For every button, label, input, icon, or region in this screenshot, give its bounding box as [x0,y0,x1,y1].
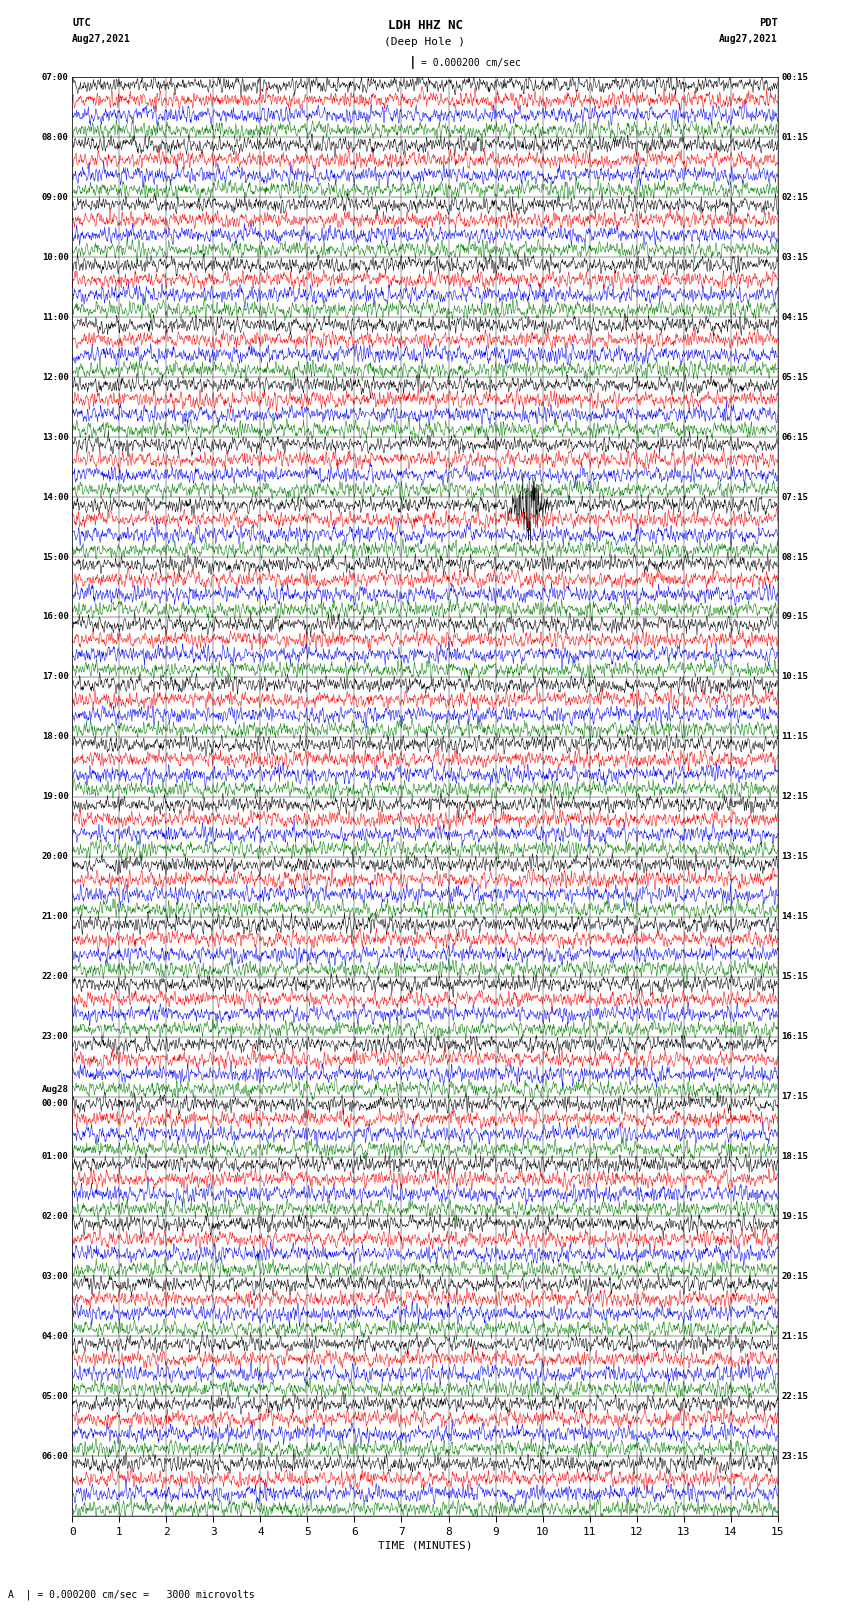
Text: 00:00: 00:00 [42,1098,69,1108]
Text: = 0.000200 cm/sec: = 0.000200 cm/sec [421,58,520,68]
Text: 00:15: 00:15 [781,73,808,82]
Text: 14:15: 14:15 [781,913,808,921]
Text: 03:15: 03:15 [781,253,808,261]
Text: 17:00: 17:00 [42,673,69,681]
Text: 10:00: 10:00 [42,253,69,261]
Text: 16:00: 16:00 [42,613,69,621]
Text: 09:00: 09:00 [42,194,69,202]
Text: 03:00: 03:00 [42,1273,69,1281]
Text: 23:15: 23:15 [781,1452,808,1461]
Text: 09:15: 09:15 [781,613,808,621]
Text: Aug27,2021: Aug27,2021 [719,34,778,44]
Text: 20:15: 20:15 [781,1273,808,1281]
Text: 15:15: 15:15 [781,973,808,981]
Text: 02:00: 02:00 [42,1211,69,1221]
Text: 01:15: 01:15 [781,132,808,142]
Text: 21:00: 21:00 [42,913,69,921]
Text: 04:15: 04:15 [781,313,808,321]
Text: 23:00: 23:00 [42,1032,69,1040]
Text: 22:00: 22:00 [42,973,69,981]
Text: 08:15: 08:15 [781,553,808,561]
Text: Aug28: Aug28 [42,1086,69,1094]
X-axis label: TIME (MINUTES): TIME (MINUTES) [377,1540,473,1550]
Text: 06:15: 06:15 [781,432,808,442]
Text: 16:15: 16:15 [781,1032,808,1040]
Text: 02:15: 02:15 [781,194,808,202]
Text: 13:00: 13:00 [42,432,69,442]
Text: 04:00: 04:00 [42,1332,69,1340]
Text: |: | [409,56,416,69]
Text: 18:00: 18:00 [42,732,69,742]
Text: 14:00: 14:00 [42,492,69,502]
Text: Aug27,2021: Aug27,2021 [72,34,131,44]
Text: 19:15: 19:15 [781,1211,808,1221]
Text: 10:15: 10:15 [781,673,808,681]
Text: 13:15: 13:15 [781,852,808,861]
Text: A  | = 0.000200 cm/sec =   3000 microvolts: A | = 0.000200 cm/sec = 3000 microvolts [8,1589,255,1600]
Text: 11:15: 11:15 [781,732,808,742]
Text: 12:00: 12:00 [42,373,69,382]
Text: 06:00: 06:00 [42,1452,69,1461]
Text: 11:00: 11:00 [42,313,69,321]
Text: 01:00: 01:00 [42,1152,69,1161]
Text: 18:15: 18:15 [781,1152,808,1161]
Text: 07:00: 07:00 [42,73,69,82]
Text: 17:15: 17:15 [781,1092,808,1102]
Text: 07:15: 07:15 [781,492,808,502]
Text: LDH HHZ NC: LDH HHZ NC [388,19,462,32]
Text: PDT: PDT [759,18,778,27]
Text: 19:00: 19:00 [42,792,69,802]
Text: 20:00: 20:00 [42,852,69,861]
Text: 15:00: 15:00 [42,553,69,561]
Text: 08:00: 08:00 [42,132,69,142]
Text: 12:15: 12:15 [781,792,808,802]
Text: 05:00: 05:00 [42,1392,69,1400]
Text: 21:15: 21:15 [781,1332,808,1340]
Text: (Deep Hole ): (Deep Hole ) [384,37,466,47]
Text: UTC: UTC [72,18,91,27]
Text: 22:15: 22:15 [781,1392,808,1400]
Text: 05:15: 05:15 [781,373,808,382]
